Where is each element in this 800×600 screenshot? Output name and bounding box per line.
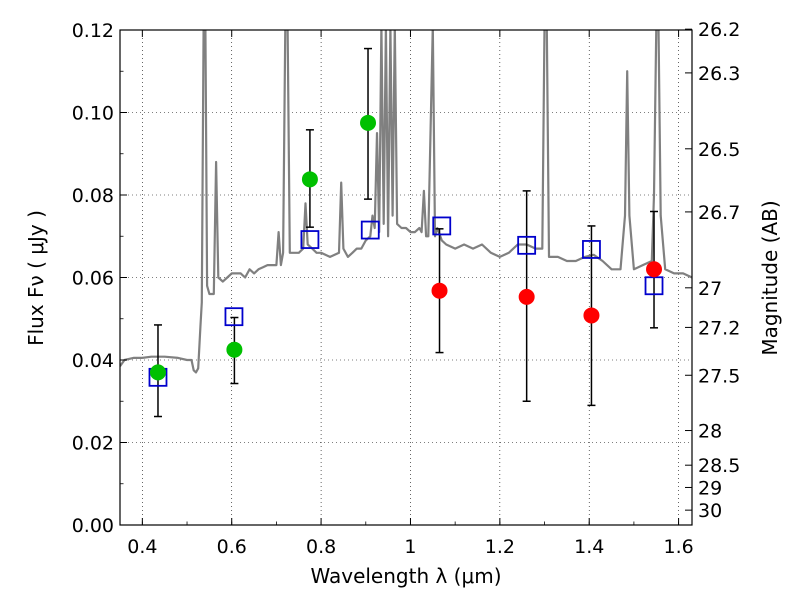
red-data-point [646,261,663,278]
model-spectrum-line [120,30,692,374]
green-data-point [301,171,318,188]
x-tick-label: 1 [404,536,416,558]
green-data-point [360,114,377,131]
y-tick-label: 0.10 [72,103,114,125]
right-tick-label: 26.2 [698,19,740,41]
x-tick-label: 1.2 [485,536,515,558]
model-photometry-point [300,230,320,249]
y-axis-label: Flux Fν ( μJy ) [24,210,48,346]
right-tick-label: 27.2 [698,317,740,339]
x-tick-label: 1.6 [663,536,693,558]
x-axis-label: Wavelength λ (μm) [310,564,501,588]
green-data-point [226,341,243,358]
y-tick-label: 0.12 [72,20,114,42]
y-tick-label: 0.00 [72,515,114,537]
y-tick-label: 0.08 [72,185,114,207]
x-tick-label: 0.4 [127,536,157,558]
model-photometry-point [582,240,601,259]
y-tick-label: 0.04 [72,350,114,372]
model-photometry-point [224,307,244,327]
y-tick-label: 0.06 [72,268,114,290]
y-tick-label: 0.02 [72,433,114,455]
x-tick-label: 1.4 [574,536,604,558]
y-axis-right-label: Magnitude (AB) [758,200,782,355]
red-data-point [583,307,600,324]
right-tick-label: 28 [698,421,722,443]
model-photometry-point [360,220,380,240]
right-tick-label: 26.3 [698,63,740,85]
right-tick-label: 27 [698,278,722,300]
red-data-point [431,282,448,299]
model-photometry-point [432,216,452,236]
plot-area [120,30,692,418]
right-tick-label: 26.7 [698,202,740,224]
right-tick-label: 26.5 [698,139,740,161]
ticks [120,28,692,526]
x-tick-label: 0.8 [306,536,336,558]
right-tick-label: 28.5 [698,455,740,477]
green-data-point [149,364,166,381]
x-tick-label: 0.6 [217,536,247,558]
right-tick-label: 30 [698,500,722,522]
right-tick-label: 29 [698,477,722,499]
right-tick-label: 27.5 [698,365,740,387]
tick-labels: 0.4 0.6 0.8 1 1.2 1.4 1.6 0.00 0.02 0.04 0.06 0.08 0… [72,19,741,558]
red-data-point [518,288,535,305]
model-photometry-point [517,235,537,255]
